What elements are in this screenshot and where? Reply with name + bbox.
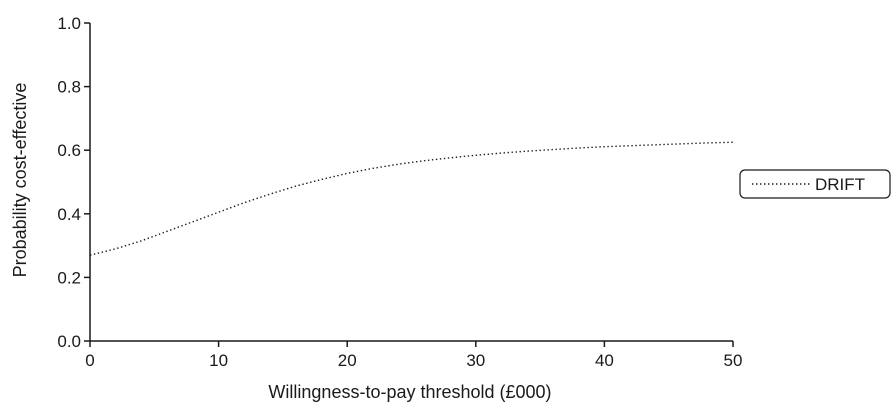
x-axis-title: Willingness-to-pay threshold (£000) bbox=[268, 382, 551, 402]
x-tick-label: 0 bbox=[85, 351, 94, 370]
y-tick-label: 0.8 bbox=[57, 78, 81, 97]
plot-area bbox=[89, 141, 734, 256]
y-tick-label: 0.6 bbox=[57, 141, 81, 160]
legend-box bbox=[739, 169, 891, 199]
x-tick-label: 20 bbox=[338, 351, 357, 370]
legend-label-drift: DRIFT bbox=[815, 175, 865, 194]
legend: DRIFT bbox=[739, 169, 891, 199]
x-tick-label: 10 bbox=[209, 351, 228, 370]
y-tick-label: 0.4 bbox=[57, 205, 81, 224]
x-tick-label: 50 bbox=[724, 351, 743, 370]
y-tick-label: 0.0 bbox=[57, 332, 81, 351]
x-tick-label: 40 bbox=[595, 351, 614, 370]
axes: 0.0 0.2 0.4 0.6 0.8 1.0 0 10 20 30 40 50 bbox=[57, 14, 742, 370]
y-tick-label: 0.2 bbox=[57, 268, 81, 287]
y-axis-title: Probability cost-effective bbox=[10, 83, 30, 278]
series-line-drift bbox=[89, 141, 734, 256]
y-tick-label: 1.0 bbox=[57, 14, 81, 33]
x-tick-label: 30 bbox=[466, 351, 485, 370]
